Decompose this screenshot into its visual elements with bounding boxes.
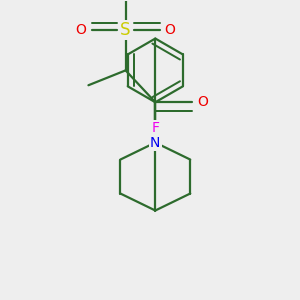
Text: S: S bbox=[120, 21, 131, 39]
Text: O: O bbox=[198, 95, 208, 109]
Text: F: F bbox=[151, 121, 159, 135]
Text: N: N bbox=[150, 136, 160, 150]
Text: O: O bbox=[165, 23, 176, 37]
Text: O: O bbox=[76, 23, 86, 37]
